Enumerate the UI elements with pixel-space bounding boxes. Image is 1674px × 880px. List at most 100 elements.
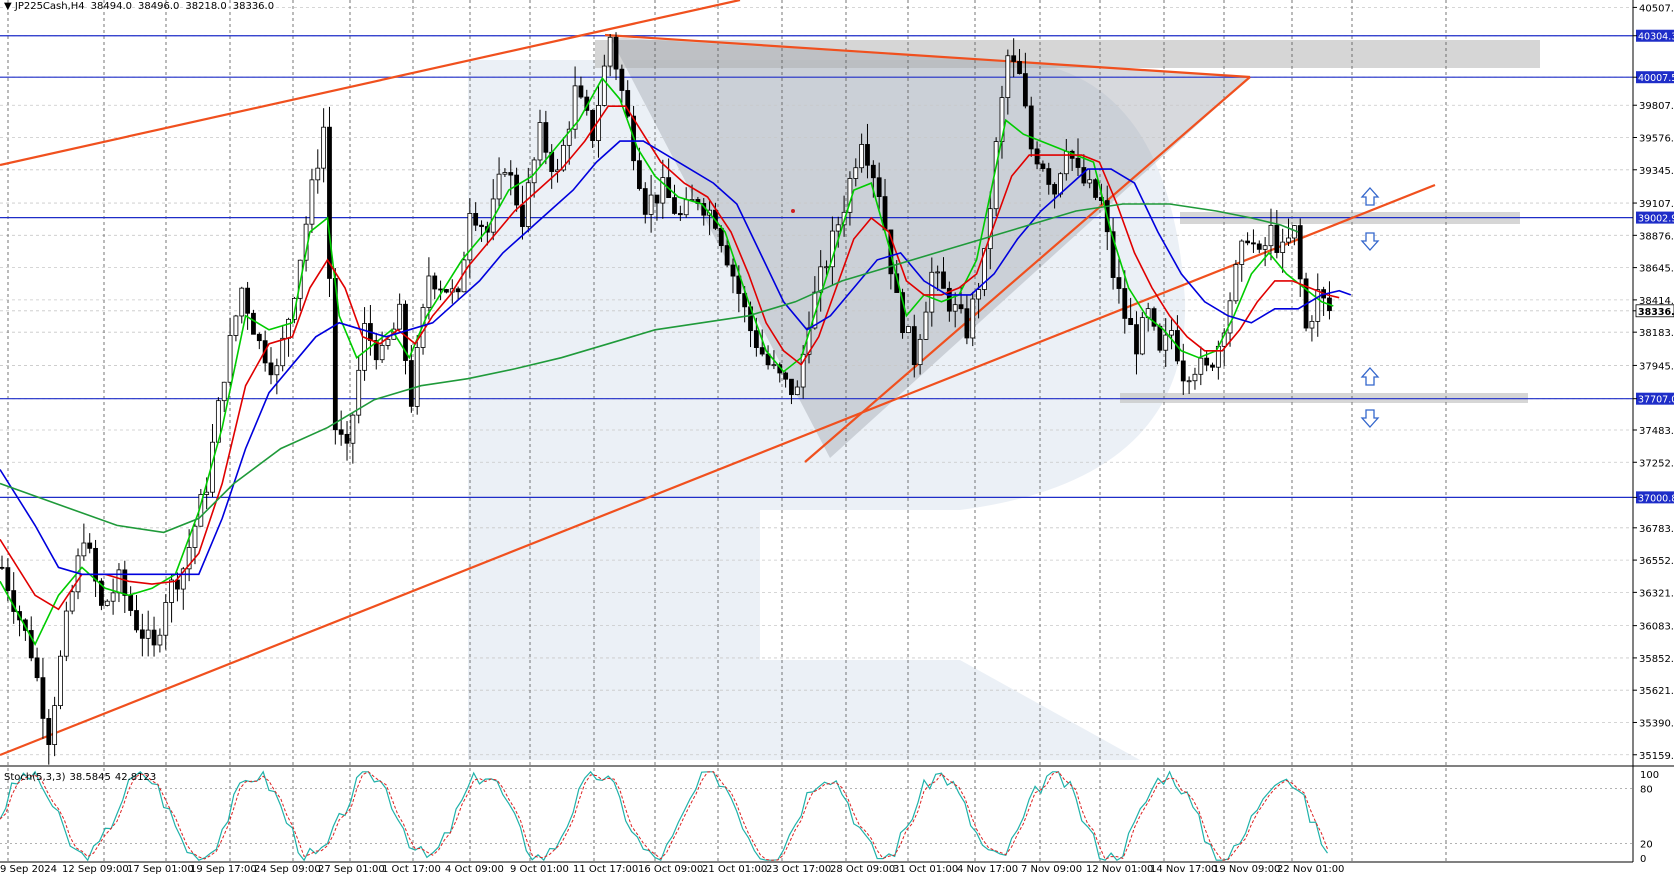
- low-value: 38218.0: [185, 1, 227, 12]
- stochastic-panel: 100 80 20 0: [0, 765, 1674, 865]
- candle-body: [742, 293, 748, 308]
- candle-body: [438, 288, 443, 291]
- candle-body: [34, 657, 40, 679]
- candle-body: [338, 429, 344, 435]
- candle-body: [730, 264, 736, 277]
- time-tick-label: 19 Nov 09:00: [1213, 864, 1280, 875]
- candle-body: [1139, 317, 1145, 355]
- price-tick-label: 38645.0: [1639, 264, 1674, 275]
- candle-body: [116, 569, 122, 594]
- candle-body: [1239, 240, 1245, 265]
- candle-body: [1256, 243, 1262, 250]
- price-tick-label: 39576.0: [1639, 134, 1674, 145]
- candle-body: [859, 144, 865, 169]
- candle-body: [46, 718, 52, 745]
- candle-body: [1157, 325, 1163, 351]
- candle-body: [677, 213, 683, 216]
- candle-body: [543, 122, 549, 153]
- candle-body: [1046, 168, 1052, 185]
- candle-body: [268, 362, 274, 376]
- candle-body: [256, 333, 262, 342]
- candle-body: [239, 287, 245, 317]
- candle-body: [923, 311, 929, 340]
- candle-body: [227, 335, 233, 383]
- chart-background: [468, 60, 1186, 760]
- candle-body: [1134, 324, 1139, 355]
- candle-body: [0, 566, 5, 569]
- price-tick-label: 37252.0: [1639, 458, 1674, 469]
- stoch-tick-label: 0: [1640, 854, 1646, 865]
- stoch-tick-label: 80: [1640, 784, 1653, 795]
- candle-body: [379, 345, 385, 361]
- candle-body: [1262, 245, 1268, 250]
- candle-body: [1116, 277, 1122, 289]
- candle-body: [654, 194, 660, 204]
- candle-body: [976, 289, 981, 300]
- candle-body: [186, 547, 192, 570]
- candle-body: [1017, 61, 1022, 74]
- candle-body: [403, 303, 408, 361]
- price-tick-label: 35852.0: [1639, 654, 1674, 665]
- stochastic-header: Stoch(5,3,3) 38.5845 42.8123: [4, 772, 160, 783]
- trend-line: [604, 33, 1251, 79]
- candle-body: [1163, 334, 1169, 351]
- candle-body: [818, 266, 824, 293]
- candle-body: [794, 386, 800, 396]
- candle-body: [286, 318, 291, 339]
- candle-body: [280, 337, 286, 367]
- candle-body: [941, 271, 946, 289]
- candle-body: [81, 542, 87, 557]
- price-level-label: 37707.0: [1638, 395, 1674, 406]
- triangle-shading: [610, 37, 1250, 458]
- candle-body: [1286, 237, 1291, 243]
- candle-body: [1022, 73, 1028, 107]
- arrow-down-icon: [1360, 232, 1380, 251]
- price-tick-label: 39107.0: [1639, 199, 1674, 210]
- price-tick-label: 39807.0: [1639, 101, 1674, 112]
- candle-body: [1192, 373, 1198, 382]
- candle-body: [496, 173, 502, 200]
- stoch-signal-line: [0, 771, 1328, 861]
- candle-body: [479, 224, 484, 227]
- candle-body: [724, 245, 730, 266]
- candle-body: [1297, 225, 1303, 280]
- candle-body: [572, 85, 578, 130]
- candle-body: [718, 227, 724, 246]
- stoch-value-2: 42.8123: [114, 772, 157, 783]
- candle-body: [1040, 163, 1046, 169]
- trend-lines[interactable]: [0, 0, 1436, 757]
- candle-body: [619, 68, 625, 91]
- candle-body: [672, 197, 677, 214]
- time-tick-label: 16 Oct 09:00: [638, 864, 703, 875]
- candle-body: [625, 90, 631, 117]
- candle-body: [1180, 360, 1186, 382]
- horizontal-levels[interactable]: 40304.3 40007.5 39002.9 37707.0 37000.8: [0, 29, 1674, 505]
- candle-body: [1198, 357, 1204, 375]
- candle-body: [929, 271, 935, 313]
- candle-body: [1081, 167, 1087, 184]
- price-tick-label: 37483.0: [1639, 426, 1674, 437]
- candle-body: [601, 65, 607, 106]
- candle-body: [900, 292, 905, 333]
- price-level-tag: [1636, 491, 1674, 504]
- candle-body: [800, 353, 806, 388]
- candle-body: [99, 580, 104, 606]
- candle-body: [502, 172, 508, 175]
- candle-body: [414, 347, 420, 407]
- open-value: 38494.0: [90, 1, 133, 12]
- candle-body: [69, 591, 75, 612]
- candle-body: [607, 36, 613, 67]
- candle-body: [987, 208, 993, 250]
- trend-line: [0, 0, 741, 167]
- price-tick-label: 36552.0: [1639, 556, 1674, 567]
- candle-body: [385, 338, 391, 346]
- high-value: 38496.0: [138, 1, 180, 12]
- candle-body: [789, 378, 794, 396]
- candle-body: [870, 164, 876, 179]
- price-level-tag: [1636, 392, 1674, 405]
- current-price-label: 38336.0: [1638, 307, 1674, 318]
- stoch-tick-label: 20: [1640, 840, 1653, 851]
- candle-body: [233, 315, 239, 336]
- candle-body: [876, 177, 882, 197]
